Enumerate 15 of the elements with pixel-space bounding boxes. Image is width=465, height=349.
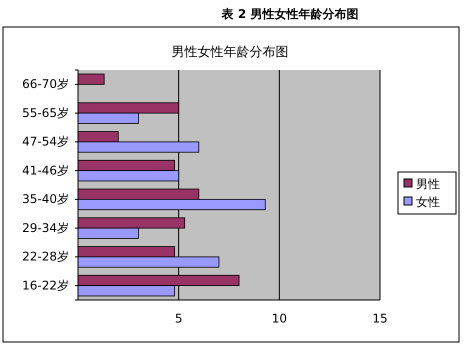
x-tick-label: 5	[174, 312, 182, 326]
y-tick-label: 22-28岁	[22, 250, 69, 264]
legend-label: 男性	[416, 177, 440, 191]
legend-label: 女性	[416, 195, 440, 209]
y-tick-label: 55-65岁	[22, 106, 69, 120]
y-tick-label: 35-40岁	[22, 192, 69, 206]
y-tick-label: 47-54岁	[22, 134, 69, 149]
y-tick-label: 66-70岁	[22, 77, 69, 92]
chart-subtitle: 男性女性年龄分布图	[172, 45, 288, 60]
x-tick-label: 10	[272, 312, 287, 326]
y-tick-label: 41-46岁	[22, 163, 69, 178]
y-tick-label: 29-34岁	[22, 220, 69, 235]
y-tick-label: 16-22岁	[22, 278, 69, 292]
x-tick-label: 15	[372, 312, 388, 326]
chart-title: 表 2 男性女性年龄分布图	[220, 7, 358, 21]
